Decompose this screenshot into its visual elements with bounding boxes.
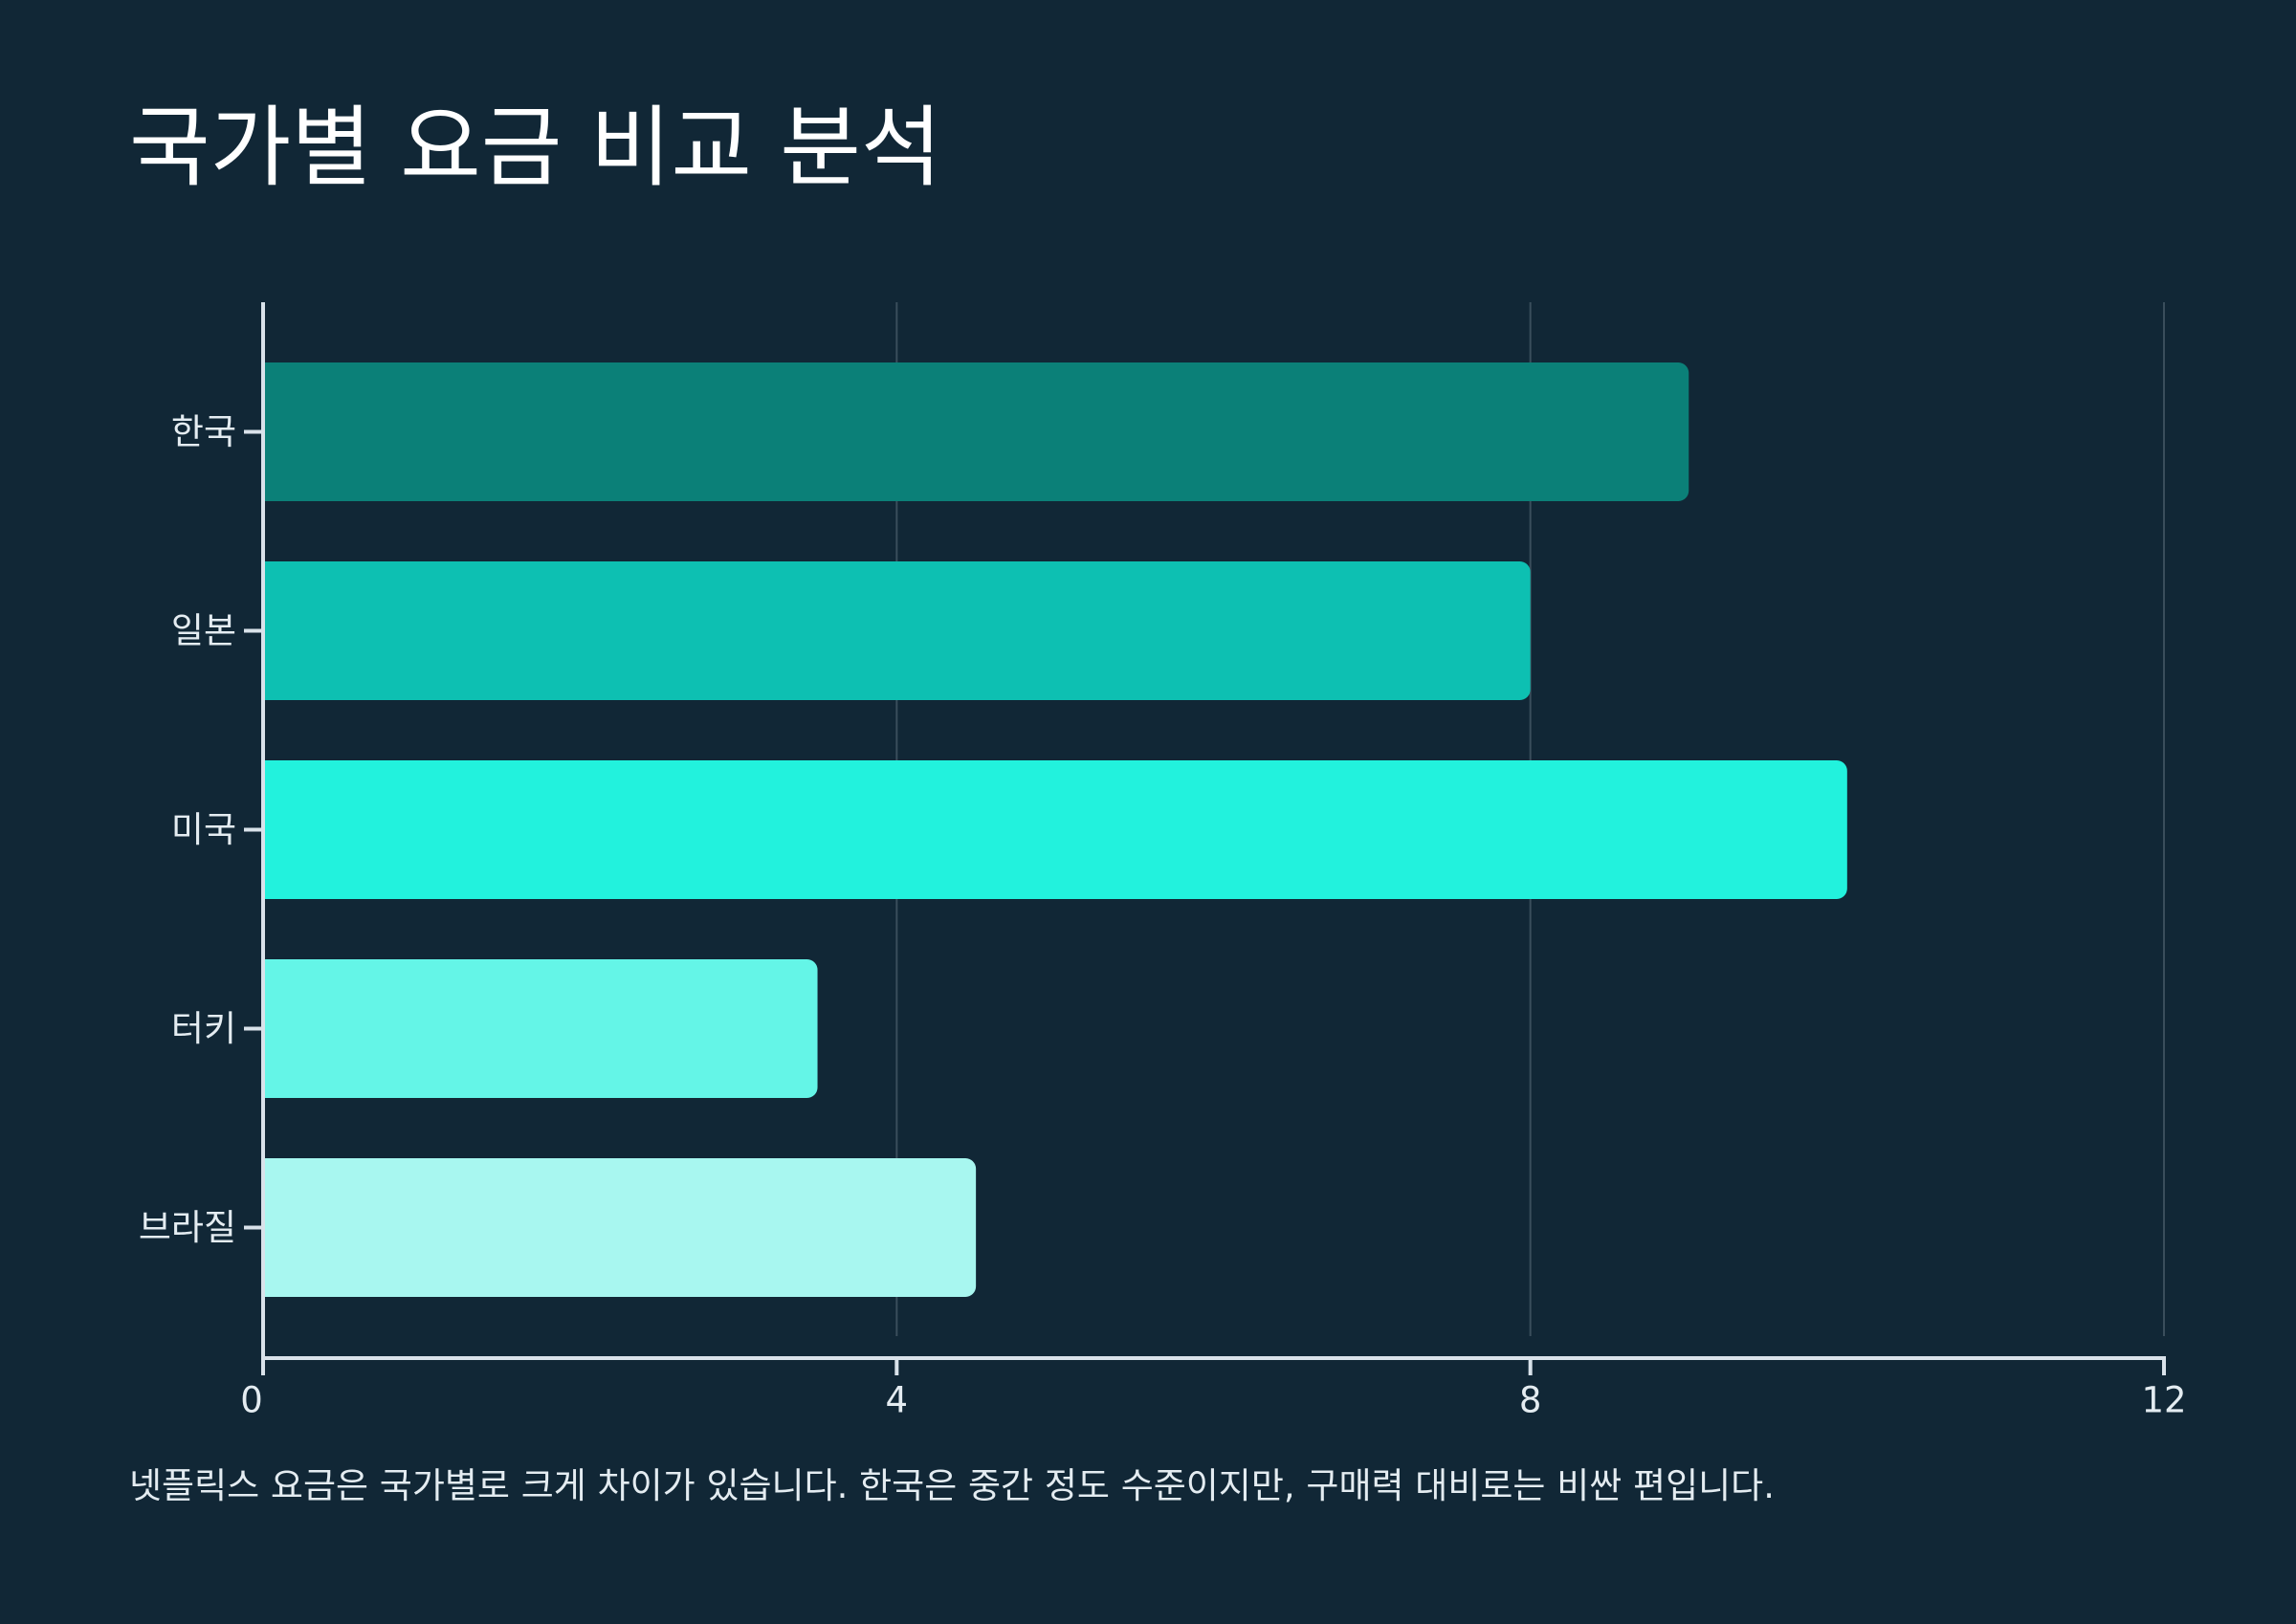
- bar-2-base: [263, 760, 276, 899]
- chart-caption: 넷플릭스 요금은 국가별로 크게 차이가 있습니다. 한국은 중간 정도 수준이…: [129, 1465, 1775, 1506]
- x-tick-label-0: 0: [240, 1380, 263, 1421]
- category-label-4: 브라질: [139, 1207, 236, 1248]
- bar-0: [263, 362, 1689, 501]
- axes: [244, 302, 2166, 1375]
- bar-3-base: [263, 959, 276, 1098]
- bar-4-base: [263, 1158, 276, 1297]
- bar-2: [263, 760, 1847, 899]
- bar-0-base: [263, 362, 276, 501]
- bar-4: [263, 1158, 977, 1297]
- x-tick-label-8: 8: [1519, 1380, 1542, 1421]
- page-title: 국가별 요금 비교 분석: [129, 97, 942, 199]
- x-tick-label-4: 4: [886, 1380, 909, 1421]
- bar-3: [263, 959, 818, 1098]
- x-tick-label-12: 12: [2141, 1380, 2186, 1421]
- bars: [263, 362, 1847, 1297]
- category-label-0: 한국: [171, 411, 236, 452]
- category-label-3: 터키: [171, 1008, 236, 1049]
- category-label-2: 미국: [171, 809, 236, 850]
- category-label-1: 일본: [171, 610, 236, 651]
- bar-1: [263, 561, 1531, 700]
- bar-1-base: [263, 561, 276, 700]
